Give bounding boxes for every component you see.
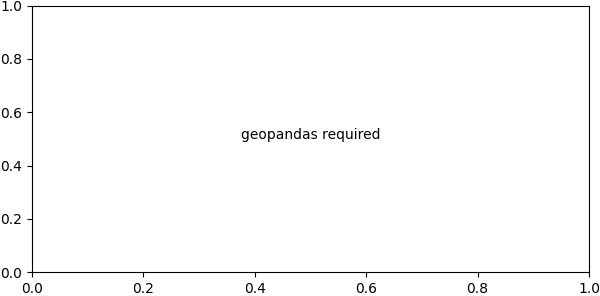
- Text: geopandas required: geopandas required: [241, 128, 380, 142]
